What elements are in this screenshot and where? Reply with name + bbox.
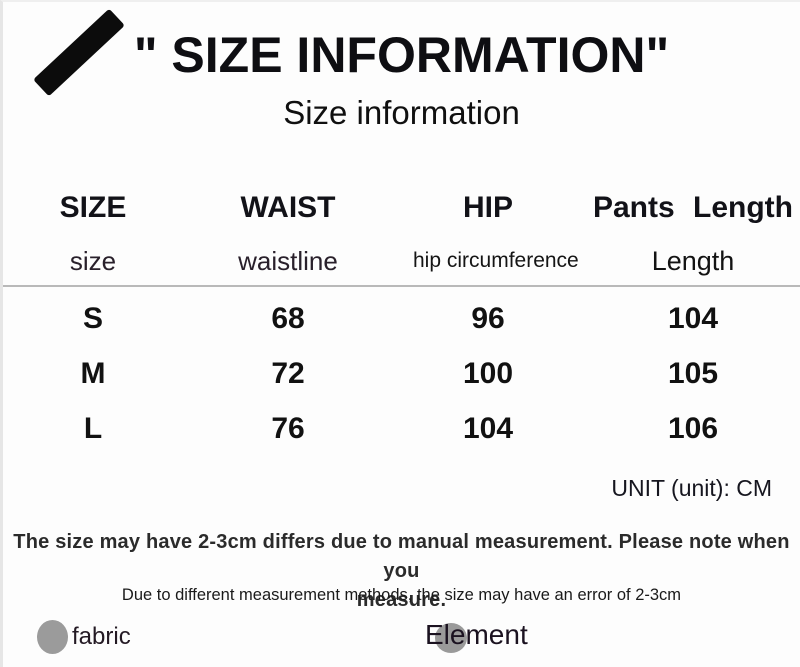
table-row-s: S 68 96 104 — [3, 301, 800, 337]
measurement-note-line2: measure. — [356, 589, 447, 611]
unit-note: UNIT (unit): CM — [611, 475, 772, 501]
cell-waist: 68 — [271, 302, 305, 335]
cell-length: 105 — [667, 357, 719, 390]
cell-length: 104 — [667, 302, 719, 335]
header-separator-line — [3, 285, 800, 287]
header-size: SIZE — [59, 191, 127, 224]
table-subheader-row: size waistline hip circumference Length — [3, 234, 800, 288]
element-label: Element — [425, 619, 528, 650]
element-dot-icon — [435, 623, 467, 653]
methods-note: Due to different measurement methods, th… — [121, 586, 682, 604]
table-row-l: L 76 104 106 — [3, 411, 800, 447]
page-title: " SIZE INFORMATION" — [133, 27, 670, 83]
cell-hip: 104 — [462, 412, 514, 445]
subheader-size: size — [69, 245, 117, 276]
cell-size: M — [80, 357, 106, 390]
page-subtitle: Size information — [283, 94, 520, 131]
cell-hip: 96 — [471, 302, 505, 335]
cell-size: L — [83, 412, 103, 445]
table-row-m: M 72 100 105 — [3, 356, 800, 392]
cell-waist: 76 — [271, 412, 305, 445]
measurement-note: The size may have 2-3cm differs due to m… — [3, 528, 800, 615]
element-legend: Element — [425, 619, 528, 653]
cell-size: S — [82, 302, 103, 335]
fabric-legend: fabric — [37, 620, 131, 654]
header-hip: HIP — [462, 191, 513, 224]
measurement-note-line1: The size may have 2-3cm differs due to m… — [13, 531, 790, 582]
subheader-waistline: waistline — [238, 245, 338, 276]
fabric-dot-icon — [37, 620, 68, 654]
fabric-label: fabric — [72, 623, 131, 650]
header-waist: WAIST — [240, 191, 336, 224]
table-header-row: SIZE WAIST HIP Pants Length — [3, 186, 800, 230]
cell-length: 106 — [667, 412, 719, 445]
subheader-length: Length — [651, 245, 735, 276]
header-pants-length: Pants Length — [592, 191, 793, 224]
cell-hip: 100 — [462, 357, 514, 390]
cell-waist: 72 — [271, 357, 305, 390]
subheader-hip-circumference: hip circumference — [413, 249, 579, 272]
